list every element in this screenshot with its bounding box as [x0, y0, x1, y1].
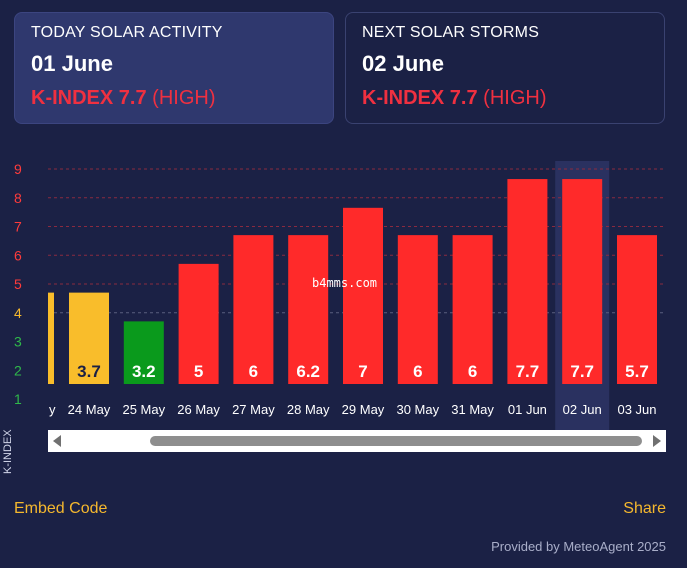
scroll-left-arrow-icon[interactable]: [53, 435, 61, 447]
category-label: 01 Jun: [508, 402, 547, 417]
bar: [562, 179, 603, 384]
y-tick-label: 2: [14, 362, 22, 378]
category-label: 29 May: [342, 402, 385, 417]
today-date: 01 June: [31, 51, 113, 76]
scroll-thumb[interactable]: [150, 436, 642, 446]
today-label: TODAY SOLAR ACTIVITY: [31, 24, 223, 41]
category-label: 03 Jun: [617, 402, 656, 417]
bar-value-label: 6: [468, 362, 477, 381]
category-label: 27 May: [232, 402, 275, 417]
bar: [233, 235, 274, 384]
next-kindex-level: (HIGH): [483, 87, 547, 109]
bar-value-label: 3.7: [77, 362, 101, 381]
bar-value-label: 6.2: [296, 362, 320, 381]
scroll-right-arrow-icon[interactable]: [653, 435, 661, 447]
today-kindex-value: K-INDEX 7.7: [31, 87, 147, 109]
bar: [343, 207, 383, 384]
partial-bar: [48, 292, 54, 384]
kindex-chart: 1 2 3 4 5 6 7 8 9 y 3.7 24 May 3.2 25 May 5 26 May 6 27 M…: [14, 161, 666, 430]
bar: [123, 321, 164, 384]
y-tick-label: 8: [14, 190, 22, 206]
today-card: TODAY SOLAR ACTIVITY 01 June K-INDEX 7.7…: [14, 12, 334, 124]
provided-by-text: Provided by MeteoAgent 2025: [491, 539, 666, 554]
category-label: 26 May: [177, 402, 220, 417]
bar-value-label: 7.7: [516, 362, 540, 381]
category-label: 02 Jun: [563, 402, 602, 417]
category-label: 31 May: [451, 402, 494, 417]
y-tick-label: 1: [14, 391, 22, 407]
bar-value-label: 5.7: [625, 362, 649, 381]
y-axis-label: K-INDEX: [2, 429, 14, 474]
share-link[interactable]: Share: [623, 500, 666, 517]
category-label: 30 May: [396, 402, 439, 417]
y-tick-label: 6: [14, 247, 22, 263]
watermark: b4mms.com: [312, 276, 378, 290]
y-tick-label: 4: [14, 305, 22, 321]
bar: [178, 263, 219, 384]
next-date: 02 June: [362, 51, 444, 76]
next-label: NEXT SOLAR STORMS: [362, 24, 540, 41]
y-tick-label: 7: [14, 219, 22, 235]
chart-scrollbar[interactable]: [48, 430, 666, 452]
bar-value-label: 7.7: [570, 362, 594, 381]
embed-code-link[interactable]: Embed Code: [14, 500, 108, 517]
bar: [507, 179, 548, 384]
bar: [452, 235, 493, 384]
y-tick-label: 5: [14, 276, 22, 292]
y-tick-label: 3: [14, 334, 22, 350]
y-tick-label: 9: [14, 161, 22, 177]
today-kindex-level: (HIGH): [152, 87, 216, 109]
next-storm-card: NEXT SOLAR STORMS 02 June K-INDEX 7.7 (H…: [345, 12, 665, 124]
next-kindex-value: K-INDEX 7.7: [362, 87, 478, 109]
bar: [69, 292, 109, 384]
bar-value-label: 5: [194, 362, 203, 381]
next-kindex: K-INDEX 7.7 (HIGH): [362, 87, 648, 110]
bar-value-label: 6: [249, 362, 258, 381]
category-label: 25 May: [122, 402, 165, 417]
category-label: 24 May: [68, 402, 111, 417]
bar: [397, 235, 438, 384]
bar-value-label: 7: [358, 362, 367, 381]
partial-category-label: y: [49, 402, 56, 417]
bar-value-label: 6: [413, 362, 422, 381]
bar: [617, 235, 657, 384]
category-label: 28 May: [287, 402, 330, 417]
today-kindex: K-INDEX 7.7 (HIGH): [31, 87, 317, 110]
bar-value-label: 3.2: [132, 362, 156, 381]
bar: [288, 235, 329, 384]
